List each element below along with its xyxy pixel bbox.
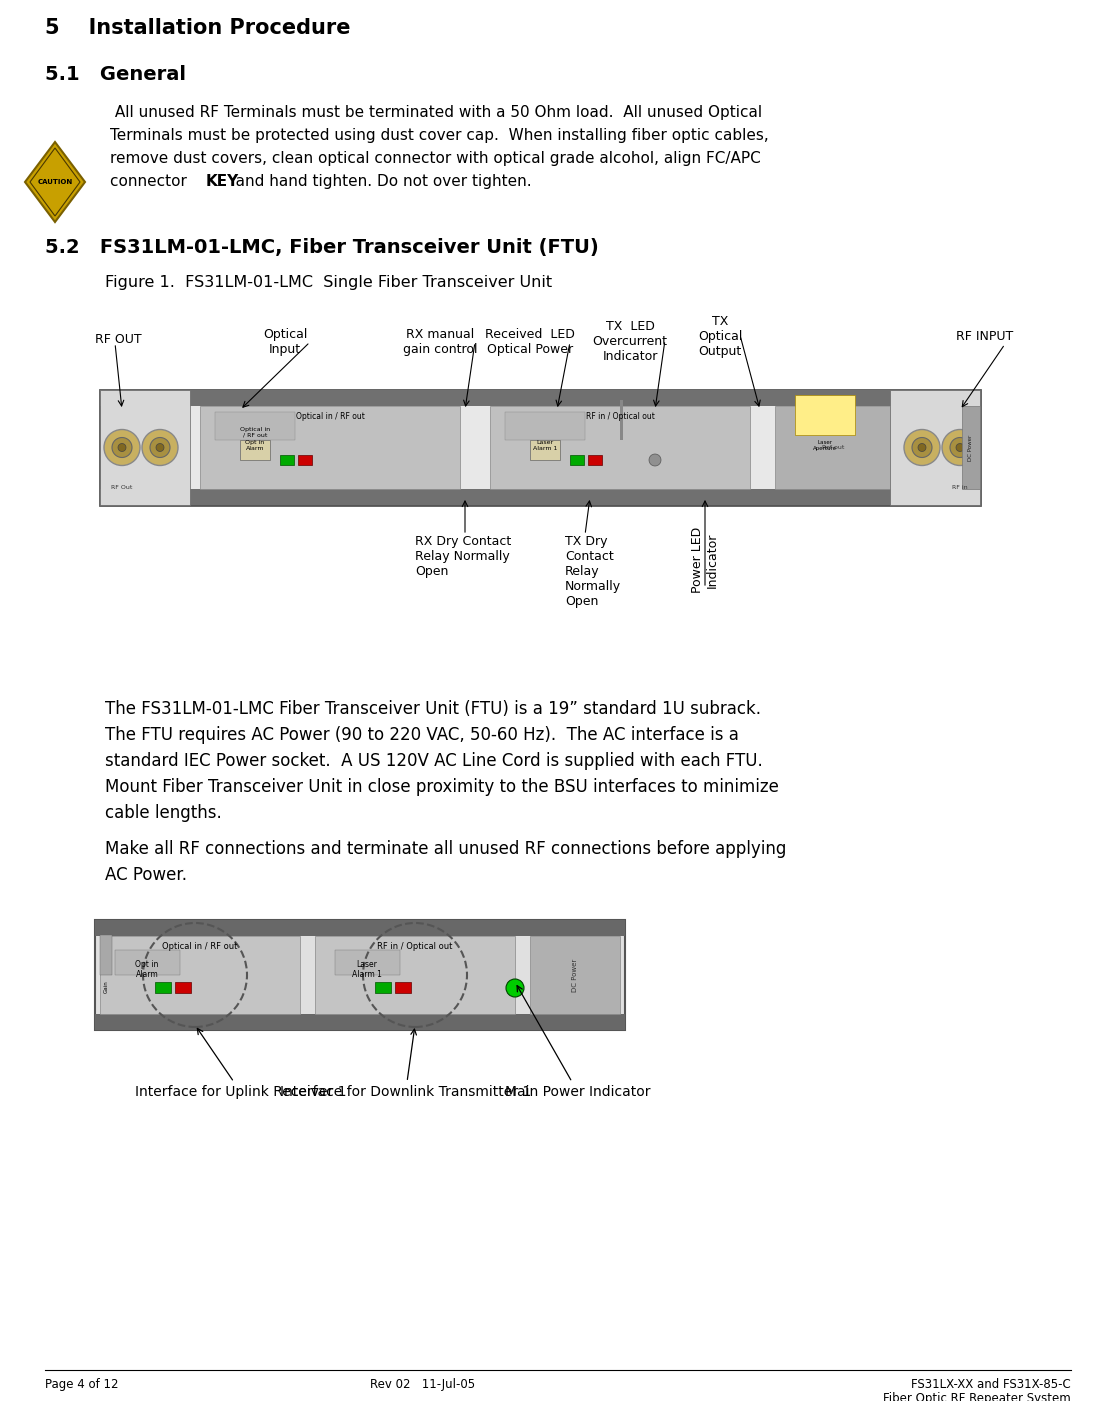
Text: cable lengths.: cable lengths. [105, 804, 222, 822]
Circle shape [918, 444, 926, 451]
Text: The FS31LM-01-LMC Fiber Transceiver Unit (FTU) is a 19” standard 1U subrack.: The FS31LM-01-LMC Fiber Transceiver Unit… [105, 700, 761, 717]
Text: Laser
Alarm 1: Laser Alarm 1 [532, 440, 557, 451]
Text: Optical in / RF out: Optical in / RF out [162, 941, 238, 951]
Text: FS31LX-XX and FS31X-85-C: FS31LX-XX and FS31X-85-C [912, 1379, 1071, 1391]
Bar [298, 455, 312, 465]
Bar [115, 950, 180, 975]
Bar [506, 412, 585, 440]
Text: Mount Fiber Transceiver Unit in close proximity to the BSU interfaces to minimiz: Mount Fiber Transceiver Unit in close pr… [105, 778, 779, 796]
Bar [775, 406, 889, 489]
Text: Opt in
Alarm: Opt in Alarm [246, 440, 264, 451]
Bar [95, 1014, 625, 1030]
Bar [175, 982, 191, 993]
Text: Optical in / RF out: Optical in / RF out [296, 412, 365, 420]
Text: TX
Optical
Output: TX Optical Output [698, 315, 742, 359]
Text: Main Power Indicator: Main Power Indicator [506, 986, 651, 1098]
Bar [620, 401, 623, 440]
Text: Make all RF connections and terminate all unused RF connections before applying: Make all RF connections and terminate al… [105, 841, 787, 857]
Bar [795, 395, 855, 434]
Text: Optical
Input: Optical Input [262, 328, 307, 356]
Text: RX manual
gain control: RX manual gain control [403, 328, 478, 356]
Text: standard IEC Power socket.  A US 120V AC Line Cord is supplied with each FTU.: standard IEC Power socket. A US 120V AC … [105, 752, 762, 771]
Text: Laser
Aperture: Laser Aperture [812, 440, 837, 451]
Circle shape [956, 444, 964, 451]
Bar [100, 389, 980, 504]
Bar [95, 920, 625, 936]
Circle shape [950, 437, 970, 458]
Polygon shape [25, 142, 85, 221]
Bar [530, 936, 620, 1014]
Circle shape [156, 444, 164, 451]
Bar [240, 440, 270, 460]
Bar [100, 389, 190, 504]
Bar [490, 406, 750, 489]
Text: Gain: Gain [104, 981, 108, 993]
Text: Opt in
Alarm: Opt in Alarm [135, 960, 158, 979]
Circle shape [104, 430, 140, 465]
Bar [375, 982, 391, 993]
Bar [100, 489, 980, 504]
Circle shape [912, 437, 932, 458]
Bar [570, 455, 584, 465]
Bar [280, 455, 294, 465]
Text: AC Power.: AC Power. [105, 866, 187, 884]
Text: 5    Installation Procedure: 5 Installation Procedure [45, 18, 350, 38]
Circle shape [112, 437, 132, 458]
Text: RF in: RF in [952, 485, 968, 490]
Text: Ref out: Ref out [821, 446, 844, 450]
Circle shape [650, 454, 661, 467]
Circle shape [150, 437, 170, 458]
Text: The FTU requires AC Power (90 to 220 VAC, 50-60 Hz).  The AC interface is a: The FTU requires AC Power (90 to 220 VAC… [105, 726, 739, 744]
Bar [335, 950, 400, 975]
Text: RF in / Optical out: RF in / Optical out [377, 941, 453, 951]
Bar [95, 920, 625, 1030]
Circle shape [904, 430, 940, 465]
Text: remove dust covers, clean optical connector with optical grade alcohol, align FC: remove dust covers, clean optical connec… [110, 151, 761, 165]
Circle shape [142, 430, 177, 465]
Text: RX Dry Contact
Relay Normally
Open: RX Dry Contact Relay Normally Open [415, 535, 511, 579]
Text: CAUTION: CAUTION [37, 179, 73, 185]
Text: 5.2   FS31LM-01-LMC, Fiber Transceiver Unit (FTU): 5.2 FS31LM-01-LMC, Fiber Transceiver Uni… [45, 238, 599, 256]
Text: DC Power: DC Power [969, 434, 973, 461]
Bar [215, 412, 295, 440]
Bar [889, 389, 980, 504]
Text: connector          and hand tighten. Do not over tighten.: connector and hand tighten. Do not over … [110, 174, 531, 189]
Circle shape [506, 979, 525, 998]
Text: Page 4 of 12: Page 4 of 12 [45, 1379, 118, 1391]
Text: RF OUT: RF OUT [95, 333, 142, 346]
Text: KEY: KEY [206, 174, 239, 189]
Text: RF Out: RF Out [112, 485, 133, 490]
Bar [530, 440, 560, 460]
Bar [155, 982, 171, 993]
Text: Rev 02   11-Jul-05: Rev 02 11-Jul-05 [371, 1379, 475, 1391]
Text: Interface for Uplink Receiver 1: Interface for Uplink Receiver 1 [135, 1028, 346, 1098]
Circle shape [118, 444, 126, 451]
Bar [100, 934, 112, 975]
Text: 5.1   General: 5.1 General [45, 64, 186, 84]
Bar [962, 406, 980, 489]
Bar [395, 982, 411, 993]
Text: DC Power: DC Power [573, 958, 578, 992]
Bar [100, 389, 980, 406]
Text: Optical in
/ RF out: Optical in / RF out [240, 427, 270, 437]
Text: Interface for Downlink Transmitter 1: Interface for Downlink Transmitter 1 [280, 1030, 531, 1098]
Text: Figure 1.  FS31LM-01-LMC  Single Fiber Transceiver Unit: Figure 1. FS31LM-01-LMC Single Fiber Tra… [105, 275, 552, 290]
Bar [315, 936, 514, 1014]
Text: Fiber Optic RF Repeater System: Fiber Optic RF Repeater System [883, 1393, 1071, 1401]
Circle shape [942, 430, 978, 465]
Bar [100, 936, 300, 1014]
Text: TX Dry
Contact
Relay
Normally
Open: TX Dry Contact Relay Normally Open [565, 535, 622, 608]
Text: Terminals must be protected using dust cover cap.  When installing fiber optic c: Terminals must be protected using dust c… [110, 127, 769, 143]
Bar [588, 455, 602, 465]
Text: TX  LED
Overcurrent
Indicator: TX LED Overcurrent Indicator [593, 319, 667, 363]
Text: Received  LED
Optical Power: Received LED Optical Power [485, 328, 575, 356]
Text: Laser
Alarm 1: Laser Alarm 1 [352, 960, 382, 979]
Bar [200, 406, 460, 489]
Text: Power LED
Indicator: Power LED Indicator [691, 527, 719, 593]
Text: All unused RF Terminals must be terminated with a 50 Ohm load.  All unused Optic: All unused RF Terminals must be terminat… [110, 105, 762, 120]
Text: RF INPUT: RF INPUT [956, 331, 1013, 343]
Text: RF in / Optical out: RF in / Optical out [586, 412, 654, 420]
